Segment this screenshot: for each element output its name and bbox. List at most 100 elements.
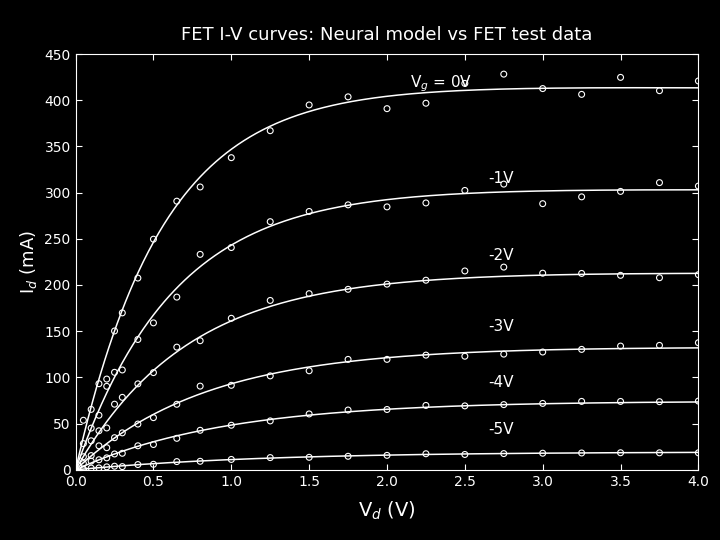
Point [171, 293, 183, 301]
Point [382, 280, 393, 288]
Point [303, 289, 315, 298]
Point [382, 104, 393, 113]
Point [78, 416, 89, 424]
Point [109, 434, 120, 442]
Point [148, 413, 159, 422]
Point [225, 153, 237, 162]
Point [654, 341, 665, 350]
Point [264, 217, 276, 226]
Point [303, 100, 315, 109]
Point [498, 180, 510, 188]
Point [342, 200, 354, 209]
Point [194, 382, 206, 390]
Point [382, 405, 393, 414]
Point [537, 449, 549, 457]
Point [117, 393, 128, 402]
Point [225, 243, 237, 252]
Point [654, 178, 665, 187]
Point [615, 448, 626, 457]
Point [576, 397, 588, 406]
Point [117, 308, 128, 317]
Point [117, 366, 128, 374]
Point [194, 250, 206, 259]
Point [420, 276, 432, 285]
Point [654, 86, 665, 95]
Point [342, 355, 354, 364]
Point [101, 463, 112, 471]
Point [693, 339, 704, 347]
Point [171, 457, 183, 466]
Point [109, 327, 120, 335]
Point [148, 319, 159, 327]
Point [615, 342, 626, 350]
Point [342, 285, 354, 294]
Point [93, 442, 104, 450]
Point [101, 424, 112, 433]
Point [303, 207, 315, 216]
Point [171, 343, 183, 352]
Point [171, 400, 183, 409]
Point [86, 424, 97, 433]
Text: -1V: -1V [488, 171, 513, 186]
Point [420, 449, 432, 458]
Point [693, 397, 704, 406]
Point [420, 199, 432, 207]
Point [615, 397, 626, 406]
Point [654, 449, 665, 457]
Point [225, 314, 237, 322]
Point [537, 348, 549, 356]
Point [194, 183, 206, 191]
Point [537, 84, 549, 93]
Point [148, 440, 159, 449]
Point [342, 92, 354, 101]
Point [303, 453, 315, 462]
Point [101, 382, 112, 390]
Point [576, 449, 588, 457]
Point [86, 464, 97, 472]
Text: -4V: -4V [488, 375, 513, 389]
Point [93, 464, 104, 472]
Point [693, 77, 704, 85]
Point [132, 442, 144, 450]
Title: FET I-V curves: Neural model vs FET test data: FET I-V curves: Neural model vs FET test… [181, 26, 593, 44]
Point [93, 427, 104, 435]
Point [148, 460, 159, 469]
Point [148, 235, 159, 244]
Point [86, 457, 97, 465]
Point [382, 451, 393, 460]
Point [459, 352, 471, 361]
Point [382, 202, 393, 211]
Point [498, 449, 510, 458]
Point [264, 372, 276, 380]
Point [101, 443, 112, 452]
Point [459, 267, 471, 275]
Point [420, 351, 432, 360]
Point [615, 271, 626, 280]
Point [117, 449, 128, 457]
Point [615, 187, 626, 195]
Point [78, 465, 89, 474]
Point [171, 197, 183, 206]
Point [78, 453, 89, 461]
Point [194, 336, 206, 345]
Point [342, 452, 354, 461]
Point [86, 451, 97, 460]
Point [576, 90, 588, 99]
Point [693, 182, 704, 191]
Point [498, 350, 510, 359]
Point [459, 79, 471, 87]
Point [576, 193, 588, 201]
Point [109, 368, 120, 376]
Point [303, 367, 315, 375]
Point [420, 401, 432, 410]
Point [171, 434, 183, 443]
Point [117, 462, 128, 471]
Point [101, 454, 112, 462]
Point [498, 400, 510, 409]
Text: -5V: -5V [488, 422, 513, 437]
Point [654, 397, 665, 406]
Point [537, 399, 549, 408]
Point [537, 269, 549, 278]
Point [459, 402, 471, 410]
Point [382, 355, 393, 364]
